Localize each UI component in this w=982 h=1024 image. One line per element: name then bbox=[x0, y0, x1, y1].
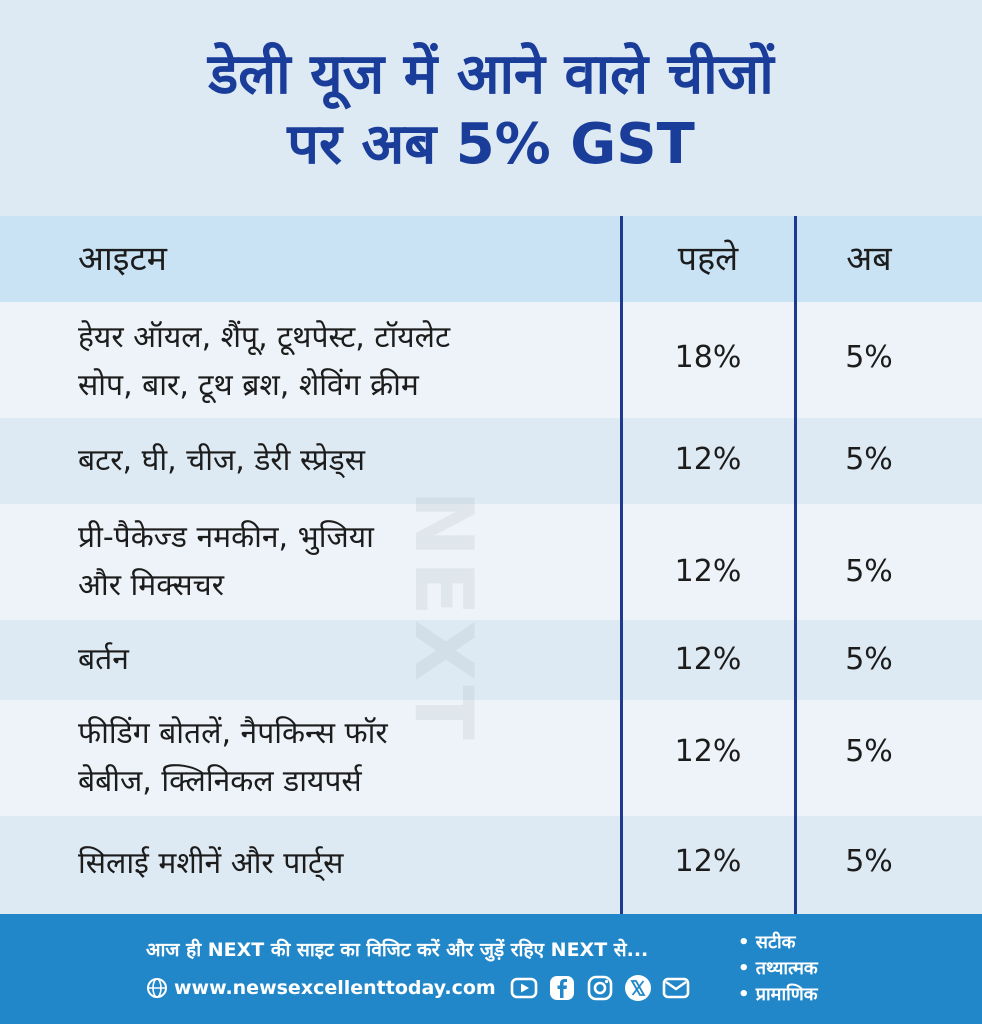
row-item-line1: बटर, घी, चीज, डेरी स्प्रेड्स bbox=[78, 443, 366, 478]
tag-item: • तथ्यात्मक bbox=[738, 958, 818, 979]
footer-site-row: www.newsexcellenttoday.com bbox=[146, 974, 700, 1002]
row-after: 5% bbox=[845, 340, 893, 375]
website-link[interactable]: www.newsexcellenttoday.com bbox=[174, 977, 496, 999]
row-after: 5% bbox=[845, 554, 893, 589]
table-row: प्री-पैकेज्ड नमकीन, भुजिया और मिक्सचर 12… bbox=[0, 504, 982, 620]
tag-item: • सटीक bbox=[738, 932, 796, 953]
row-item-line1: प्री-पैकेज्ड नमकीन, भुजिया bbox=[78, 520, 374, 555]
footer-tags: • सटीक • तथ्यात्मक • प्रामाणिक bbox=[738, 930, 818, 1008]
row-item: प्री-पैकेज्ड नमकीन, भुजिया और मिक्सचर bbox=[78, 514, 374, 610]
row-after: 5% bbox=[845, 844, 893, 879]
row-after: 5% bbox=[845, 442, 893, 477]
table-row: सिलाई मशीनें और पार्ट्स 12% 5% bbox=[0, 816, 982, 914]
row-before: 12% bbox=[674, 734, 742, 769]
page-title-line1: डेली यूज में आने वाले चीजों bbox=[208, 42, 774, 107]
column-divider bbox=[620, 216, 623, 914]
row-before: 12% bbox=[674, 844, 742, 879]
row-item: बर्तन bbox=[78, 636, 129, 684]
row-before: 12% bbox=[674, 642, 742, 677]
tag-item: • प्रामाणिक bbox=[738, 984, 818, 1005]
row-before: 12% bbox=[674, 442, 742, 477]
x-icon[interactable] bbox=[624, 974, 652, 1002]
watermark-logo: NEXT bbox=[397, 490, 580, 744]
instagram-icon[interactable] bbox=[586, 974, 614, 1002]
row-item: फीडिंग बोतलें, नैपकिन्स फॉर बेबीज, क्लिन… bbox=[78, 710, 388, 806]
row-item-line1: बर्तन bbox=[78, 642, 129, 677]
row-item-line1: सिलाई मशीनें और पार्ट्स bbox=[78, 846, 344, 881]
row-item-line1: फीडिंग बोतलें, नैपकिन्स फॉर bbox=[78, 716, 388, 751]
row-item-line2: सोप, बार, टूथ ब्रश, शेविंग क्रीम bbox=[78, 368, 419, 403]
footer-cta: आज ही NEXT की साइट का विजिट करें और जुड़… bbox=[146, 939, 649, 961]
table-row: बर्तन 12% 5% bbox=[0, 620, 982, 700]
globe-icon bbox=[147, 978, 167, 998]
gst-table: आइटम पहले अब हेयर ऑयल, शैंपू, टूथपेस्ट, … bbox=[0, 216, 982, 914]
row-item: सिलाई मशीनें और पार्ट्स bbox=[78, 840, 343, 888]
youtube-icon[interactable] bbox=[510, 974, 538, 1002]
table-header-row: आइटम पहले अब bbox=[0, 216, 982, 302]
table-row: फीडिंग बोतलें, नैपकिन्स फॉर बेबीज, क्लिन… bbox=[0, 700, 982, 816]
header-item: आइटम bbox=[78, 239, 167, 279]
mail-icon[interactable] bbox=[662, 974, 690, 1002]
table-row: हेयर ऑयल, शैंपू, टूथपेस्ट, टॉयलेट सोप, ब… bbox=[0, 302, 982, 418]
table-row: बटर, घी, चीज, डेरी स्प्रेड्स 12% 5% bbox=[0, 418, 982, 504]
page-title-line2: पर अब 5% GST bbox=[287, 112, 695, 177]
row-item-line2: और मिक्सचर bbox=[78, 568, 224, 603]
facebook-icon[interactable] bbox=[548, 974, 576, 1002]
row-item-line2: बेबीज, क्लिनिकल डायपर्स bbox=[78, 764, 362, 799]
row-before: 18% bbox=[674, 340, 742, 375]
watermark-text: NEXT bbox=[397, 490, 490, 744]
row-before: 12% bbox=[674, 554, 742, 589]
row-item-line1: हेयर ऑयल, शैंपू, टूथपेस्ट, टॉयलेट bbox=[78, 320, 451, 355]
row-after: 5% bbox=[845, 642, 893, 677]
column-divider bbox=[794, 216, 797, 914]
row-item: हेयर ऑयल, शैंपू, टूथपेस्ट, टॉयलेट सोप, ब… bbox=[78, 314, 450, 410]
title-block: डेली यूज में आने वाले चीजों पर अब 5% GST bbox=[0, 0, 982, 216]
header-after: अब bbox=[846, 239, 892, 279]
row-after: 5% bbox=[845, 734, 893, 769]
header-before: पहले bbox=[677, 239, 739, 279]
row-item: बटर, घी, चीज, डेरी स्प्रेड्स bbox=[78, 437, 365, 485]
footer-bar: आज ही NEXT की साइट का विजिट करें और जुड़… bbox=[0, 914, 982, 1024]
